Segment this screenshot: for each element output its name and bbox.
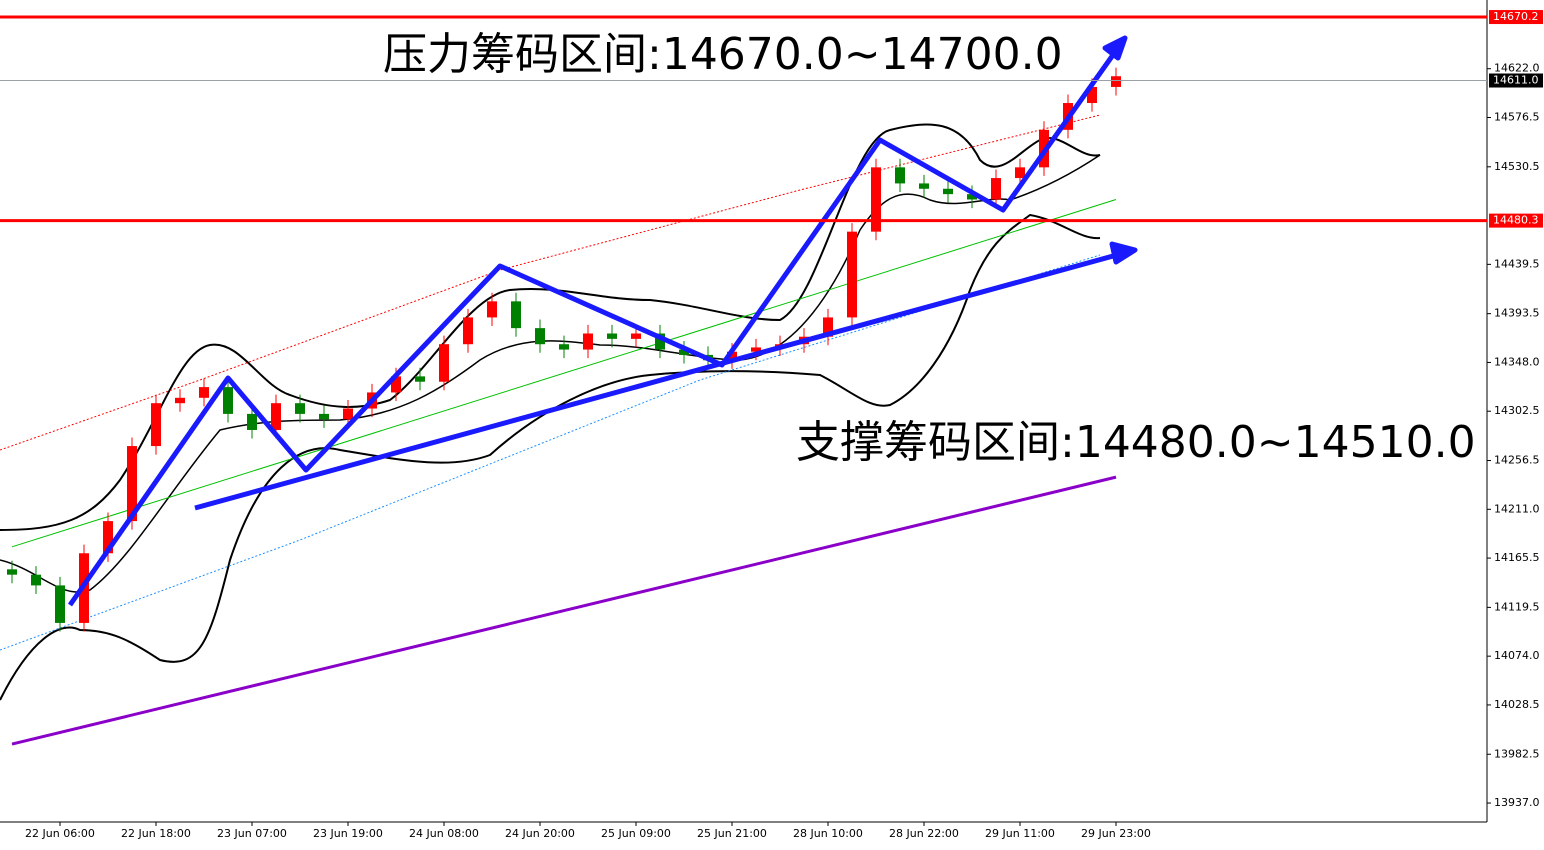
y-tick-label: 14256.5 [1494,454,1540,467]
candle-body [655,333,665,350]
y-tick-label: 14302.5 [1494,404,1540,417]
candle-body [847,231,857,318]
support-annotation: 支撑筹码区间:14480.0~14510.0 [796,417,1476,468]
y-tick-label: 14439.5 [1494,257,1540,270]
candle-body [127,446,137,522]
candle-body [967,194,977,200]
candle-body [1015,167,1025,179]
candle-body [31,574,41,586]
candle-body [991,178,1001,200]
candle-body [919,183,929,189]
x-tick-label: 23 Jun 19:00 [313,827,383,840]
candle-body [151,403,161,447]
candle-body [511,301,521,329]
y-tick-label: 14622.0 [1494,62,1540,75]
candle-body [631,333,641,339]
x-tick-label: 23 Jun 07:00 [217,827,287,840]
x-tick-label: 29 Jun 23:00 [1081,827,1151,840]
y-tick-label: 14530.5 [1494,160,1540,173]
x-tick-label: 24 Jun 20:00 [505,827,575,840]
candle-body [247,413,257,430]
candle-body [343,408,353,420]
candle-body [679,349,689,355]
candle-body [7,569,17,575]
candle-body [103,521,113,554]
x-tick-label: 25 Jun 09:00 [601,827,671,840]
candle-body [1087,86,1097,104]
candle-body [463,317,473,345]
price-label: 14480.3 [1493,214,1539,227]
x-tick-label: 28 Jun 10:00 [793,827,863,840]
candle-body [271,403,281,430]
y-tick-label: 14348.0 [1494,355,1540,368]
x-tick-label: 24 Jun 08:00 [409,827,479,840]
y-tick-label: 14393.5 [1494,307,1540,320]
x-tick-label: 28 Jun 22:00 [889,827,959,840]
candle-body [487,301,497,318]
price-label-box [1489,213,1543,228]
candle-body [199,387,209,398]
y-tick-label: 14165.5 [1494,551,1540,564]
candle-body [823,317,833,337]
candle-body [415,376,425,382]
candle-body [559,344,569,350]
x-tick-label: 29 Jun 11:00 [985,827,1055,840]
candle-body [319,413,329,420]
candle-body [223,387,233,414]
candle-body [55,585,65,623]
y-tick-label: 14119.5 [1494,600,1540,613]
y-tick-label: 13937.0 [1494,796,1540,809]
x-tick-label: 22 Jun 06:00 [25,827,95,840]
candle-body [1111,76,1121,87]
candle-body [751,347,761,352]
candle-body [583,333,593,350]
price-label-box [1489,73,1543,88]
y-tick-label: 14576.5 [1494,110,1540,123]
price-label: 14611.0 [1493,74,1539,87]
candle-body [295,403,305,414]
candle-body [895,167,905,184]
x-tick-label: 25 Jun 21:00 [697,827,767,840]
candle-body [391,376,401,393]
price-label-box [1489,10,1543,25]
resistance-annotation: 压力筹码区间:14670.0~14700.0 [383,29,1063,80]
moving-average [11,199,1117,548]
price-label: 14670.2 [1493,10,1539,23]
candle-body [871,167,881,232]
candle-body [439,344,449,382]
candle-body [943,188,953,195]
trend-arrows [67,35,1138,607]
y-tick-label: 13982.5 [1494,747,1540,760]
y-tick-label: 14211.0 [1494,502,1540,515]
y-tick-label: 14074.0 [1494,649,1540,662]
candle-body [607,333,617,339]
candle-body [175,397,185,404]
moving-average [11,475,1117,746]
y-tick-label: 14028.5 [1494,698,1540,711]
x-tick-label: 22 Jun 18:00 [121,827,191,840]
candle-body [727,351,737,361]
candle-body [535,328,545,345]
